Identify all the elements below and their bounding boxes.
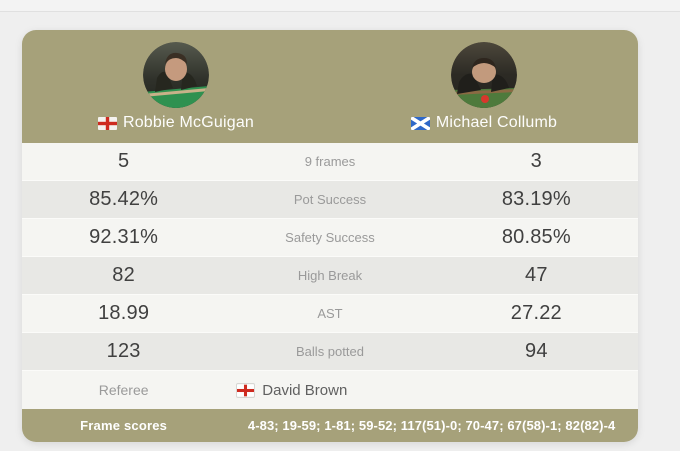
player-right-name: Michael Collumb: [435, 114, 558, 131]
referee-label: Referee: [98, 382, 149, 398]
frame-scores-values: 4-83; 19-59; 1-81; 59-52; 117(51)-0; 70-…: [247, 418, 616, 433]
player-right-photo: [451, 42, 517, 108]
stat-value-right: 27.22: [510, 302, 562, 324]
stat-row-high-break: 82 High Break 47: [22, 257, 638, 295]
referee-name-group: David Brown: [225, 382, 347, 399]
stat-row-pot-success: 85.42% Pot Success 83.19%: [22, 181, 638, 219]
stat-value-right: 80.85%: [501, 226, 571, 248]
england-flag-icon: [237, 384, 255, 397]
page-top-divider: [0, 0, 680, 12]
stat-value-right: 47: [525, 264, 548, 286]
stat-label: Pot Success: [293, 192, 367, 207]
player-left-name-row: Robbie McGuigan: [97, 114, 255, 132]
player-left-photo: [143, 42, 209, 108]
player-left-name: Robbie McGuigan: [122, 114, 255, 131]
stat-value-left: 5: [117, 150, 130, 172]
stat-value-left: 82: [112, 264, 135, 286]
stat-value-left: 123: [106, 340, 141, 362]
stat-row-ast: 18.99 AST 27.22: [22, 295, 638, 333]
stat-label: Safety Success: [285, 230, 375, 245]
player-right-name-row: Michael Collumb: [410, 114, 558, 132]
stat-value-left: 92.31%: [89, 226, 159, 248]
stat-value-right: 3: [530, 150, 542, 172]
match-stats-card: Robbie McGuigan: [22, 30, 638, 442]
stat-value-right: 94: [525, 340, 548, 362]
player-right-avatar: [451, 42, 517, 108]
player-left-avatar: [143, 42, 209, 108]
stat-row-safety-success: 92.31% Safety Success 80.85%: [22, 219, 638, 257]
england-flag-icon: [97, 116, 117, 130]
player-left: Robbie McGuigan: [22, 30, 330, 143]
referee-name: David Brown: [262, 381, 348, 399]
stat-label: 9 frames: [304, 154, 356, 169]
stat-value-right: 83.19%: [501, 188, 571, 210]
stat-row-frames: 5 9 frames 3: [22, 143, 638, 181]
referee-row: Referee David Brown: [22, 371, 638, 409]
scotland-flag-icon: [410, 116, 430, 130]
player-right: Michael Collumb: [330, 30, 638, 143]
frame-scores-label: Frame scores: [80, 418, 168, 433]
stat-row-balls-potted: 123 Balls potted 94: [22, 333, 638, 371]
stat-label: AST: [317, 306, 343, 321]
stat-value-left: 18.99: [98, 302, 150, 324]
stat-label: Balls potted: [296, 344, 364, 359]
frame-scores-bar: Frame scores 4-83; 19-59; 1-81; 59-52; 1…: [22, 409, 638, 442]
stat-label: High Break: [297, 268, 363, 283]
stats-table: 5 9 frames 3 85.42% Pot Success 83.19% 9…: [22, 143, 638, 371]
match-header: Robbie McGuigan: [22, 30, 638, 143]
stat-value-left: 85.42%: [89, 188, 159, 210]
